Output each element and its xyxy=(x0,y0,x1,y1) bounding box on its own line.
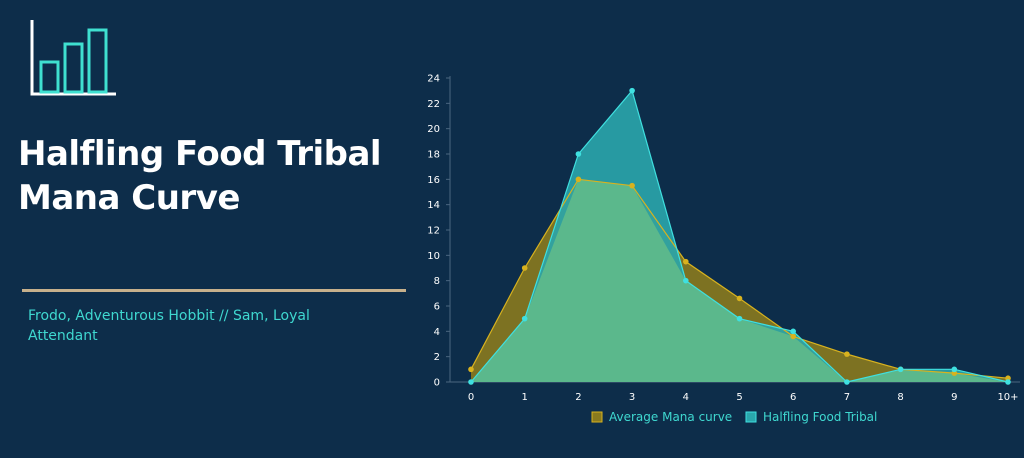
data-point xyxy=(575,151,582,157)
data-point xyxy=(736,315,743,322)
y-tick-label: 20 xyxy=(427,124,440,135)
data-point xyxy=(844,351,850,357)
y-tick-label: 24 xyxy=(427,74,440,85)
x-tick-label: 9 xyxy=(951,392,957,403)
data-point xyxy=(951,366,958,373)
x-tick-label: 5 xyxy=(736,392,742,403)
y-tick-label: 12 xyxy=(427,226,440,237)
page-title: Halfling Food Tribal Mana Curve xyxy=(18,132,418,220)
data-point xyxy=(468,379,474,385)
subtitle-line-1: Frodo, Adventurous Hobbit // Sam, Loyal xyxy=(28,308,310,324)
title-line-2: Mana Curve xyxy=(18,178,240,218)
y-tick-label: 22 xyxy=(427,99,440,110)
x-tick-label: 6 xyxy=(790,392,796,403)
data-point xyxy=(521,265,528,271)
legend-label: Average Mana curve xyxy=(609,410,732,424)
data-point xyxy=(521,315,528,322)
title-line-1: Halfling Food Tribal xyxy=(18,134,382,174)
data-point xyxy=(575,176,582,183)
legend-swatch xyxy=(745,411,757,423)
x-tick-label: 7 xyxy=(844,392,850,403)
data-point xyxy=(736,295,743,302)
overlap-area xyxy=(471,179,1008,382)
y-tick-label: 10 xyxy=(427,251,440,262)
data-point xyxy=(790,333,796,340)
data-point xyxy=(844,379,850,385)
y-tick-label: 8 xyxy=(434,276,440,287)
data-point xyxy=(629,87,635,94)
data-point xyxy=(1005,379,1011,385)
x-tick-label: 0 xyxy=(468,392,474,403)
divider xyxy=(22,289,406,292)
y-tick-label: 0 xyxy=(434,378,440,389)
y-tick-label: 6 xyxy=(434,302,440,313)
legend-label: Halfling Food Tribal xyxy=(763,410,877,424)
y-tick-label: 16 xyxy=(427,175,440,186)
subtitle-line-2: Attendant xyxy=(28,328,98,344)
x-tick-label: 2 xyxy=(575,392,581,403)
data-point xyxy=(897,366,904,373)
x-tick-label: 10+ xyxy=(997,392,1018,403)
y-tick-label: 2 xyxy=(434,352,440,363)
y-tick-label: 18 xyxy=(427,150,440,161)
x-tick-label: 3 xyxy=(629,392,635,403)
data-point xyxy=(790,328,796,335)
x-tick-label: 1 xyxy=(522,392,528,403)
data-point xyxy=(629,182,635,189)
x-tick-label: 8 xyxy=(897,392,903,403)
data-point xyxy=(683,277,689,284)
legend-swatch xyxy=(591,411,603,423)
y-tick-label: 14 xyxy=(427,200,440,211)
data-point xyxy=(468,366,474,373)
y-tick-label: 4 xyxy=(434,327,440,338)
commander-names: Frodo, Adventurous Hobbit // Sam, Loyal … xyxy=(28,306,358,346)
bar-chart-icon xyxy=(30,20,116,96)
data-point xyxy=(683,258,689,265)
x-tick-label: 4 xyxy=(683,392,689,403)
